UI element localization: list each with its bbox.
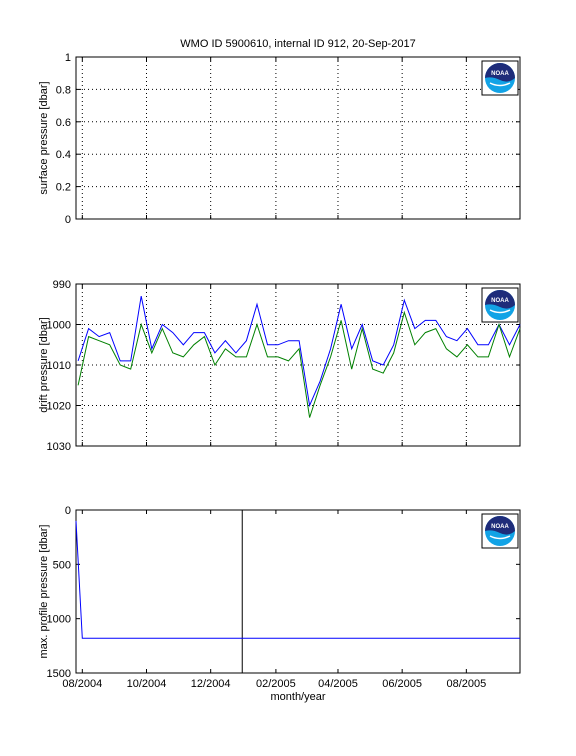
- y-tick-label: 1: [65, 52, 71, 64]
- plot-frame: [75, 509, 521, 674]
- panel-3: 08/2004 10/2004 12/2004 02/2005 04/2005 06/20…: [38, 505, 521, 690]
- y-tick-label: 500: [53, 559, 71, 571]
- x-tick-label: 08/2005: [446, 678, 486, 690]
- noaa-logo: NOAA: [481, 287, 519, 323]
- svg-text:NOAA: NOAA: [491, 298, 509, 304]
- y-tick-label: 1010: [47, 360, 71, 372]
- y-axis-label: drift pressure [dbar]: [38, 317, 50, 412]
- x-tick-label: 08/2004: [62, 678, 102, 690]
- series-line-2: [77, 310, 521, 418]
- plot-frame: [75, 56, 521, 220]
- y-tick-label: 0: [65, 505, 71, 517]
- y-tick-label: 990: [53, 279, 71, 291]
- y-tick-label: 0.2: [56, 182, 71, 194]
- x-tick-label: 02/2005: [256, 678, 296, 690]
- series-line-1: [75, 520, 520, 639]
- panel-1: 0 0.2 0.4 0.6 0.8 1 surface pressure [dbar] NOA…: [38, 52, 521, 226]
- y-tick-label: 0.6: [56, 117, 71, 129]
- x-tick-label: 06/2005: [382, 678, 422, 690]
- x-tick-label: 10/2004: [127, 678, 167, 690]
- y-tick-label: 0.4: [56, 149, 71, 161]
- y-tick-label: 1000: [47, 614, 71, 626]
- y-tick-label: 0: [65, 214, 71, 226]
- noaa-logo: NOAA: [481, 513, 519, 549]
- noaa-logo: NOAA: [481, 60, 519, 96]
- panel-2: 990 1000 1010 1020 1030 drift pressure [dbar]…: [38, 279, 521, 453]
- y-tick-label: 1020: [47, 401, 71, 413]
- svg-text:NOAA: NOAA: [491, 524, 509, 530]
- y-tick-label: 1000: [47, 320, 71, 332]
- y-tick-label: 1500: [47, 668, 71, 680]
- figure-title: WMO ID 5900610, internal ID 912, 20-Sep-…: [180, 38, 415, 50]
- series-line-1: [77, 296, 521, 408]
- y-tick-label: 0.8: [56, 84, 71, 96]
- svg-text:NOAA: NOAA: [491, 71, 509, 77]
- plot-frame: [75, 283, 521, 447]
- y-axis-label: surface pressure [dbar]: [38, 81, 50, 194]
- x-tick-label: 04/2005: [318, 678, 358, 690]
- x-axis-label: month/year: [270, 691, 325, 703]
- x-tick-label: 12/2004: [191, 678, 231, 690]
- y-axis-label: max. profile pressure [dbar]: [38, 525, 50, 659]
- y-tick-label: 1030: [47, 441, 71, 453]
